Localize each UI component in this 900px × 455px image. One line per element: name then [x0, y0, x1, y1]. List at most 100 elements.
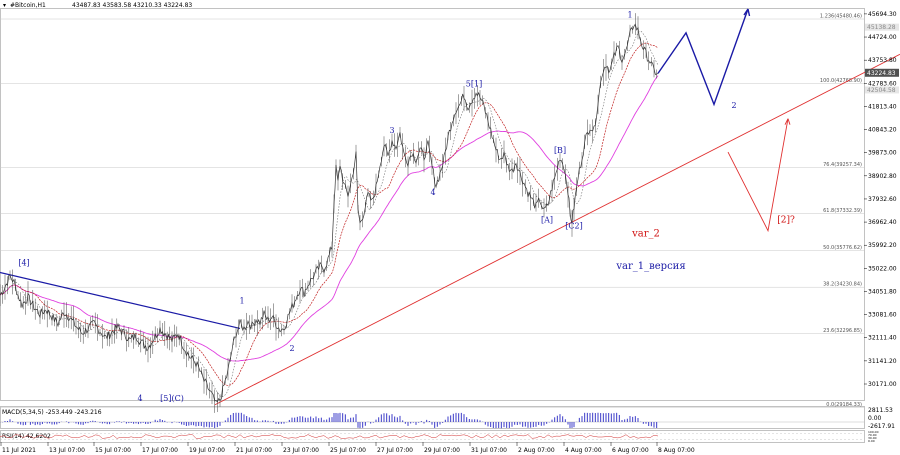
wave-label-blue: 5[1]: [466, 79, 482, 88]
price-line: [0, 23, 659, 403]
ma-mid-line: [0, 42, 659, 386]
wave-label-blue: [5](C): [160, 394, 184, 403]
fib-label: 1.236(45480.46): [820, 14, 862, 20]
wave-label-red: [2]?: [777, 215, 795, 225]
red-support-trendline: [214, 53, 900, 406]
wave-label-blue: 1: [239, 296, 244, 305]
time-tick-label: 2 Aug 07:00: [518, 447, 555, 454]
time-tick-label: 15 Jul 07:00: [95, 447, 131, 454]
time-tick-label: 4 Aug 07:00: [565, 447, 602, 454]
wave-label-blue: 4: [430, 188, 435, 197]
rsi-axis-label: 0.00: [868, 439, 875, 443]
ma-slow-line: [0, 75, 659, 362]
price-axis: 45694.30 44724.00 43753.80 42783.60 41813.40…: [864, 11, 899, 388]
price-tick-label: 45694.30: [868, 11, 897, 18]
wave-label-blue: [C2]: [565, 221, 582, 230]
blue-resistance-trendline: [0, 271, 241, 330]
time-tick-label: 11 Jul 2021: [2, 447, 36, 454]
macd-panel-frame: [0, 406, 865, 429]
rsi-axis-label: 70.00: [868, 433, 877, 437]
price-tick-label: 40843.20: [868, 127, 897, 134]
time-tick-label: 23 Jul 07:00: [283, 447, 319, 454]
macd-axis-label: 2811.53: [868, 407, 893, 414]
price-level-label: 45138.28: [867, 24, 896, 31]
wave-label-blue: 2: [289, 344, 294, 353]
time-tick-label: 19 Jul 07:00: [189, 447, 225, 454]
rsi-axis-label: 100.00: [868, 430, 879, 434]
time-tick-label: 17 Jul 07:00: [142, 447, 178, 454]
price-tick-label: 32111.40: [868, 335, 897, 342]
fib-label: 50.0(35776.62): [823, 245, 862, 251]
time-axis: 11 Jul 2021 13 Jul 07:00 15 Jul 07:00 17 Ju…: [0, 442, 695, 454]
fib-label: 23.6(32296.85): [823, 328, 862, 334]
price-tick-label: 35992.20: [868, 242, 897, 249]
current-price-badge: [865, 68, 899, 77]
wave-projections: [657, 8, 791, 233]
price-tick-label: 41813.40: [868, 103, 897, 110]
macd-panel: MACD(5,34,5) -253.449 -243.216 2811.530.0…: [0, 407, 895, 430]
blue-projection-path: [657, 8, 749, 107]
macd-label: MACD(5,34,5) -253.449 -243.216: [2, 409, 102, 416]
ma-fast-line: [0, 30, 659, 398]
time-tick-label: 13 Jul 07:00: [49, 447, 85, 454]
moving-averages: [0, 30, 659, 398]
price-level-badge: [865, 86, 899, 94]
fib-label: 100.0(42768.90): [820, 78, 862, 84]
blue-projection-arrowhead: [743, 8, 751, 17]
price-tick-label: 33081.60: [868, 312, 897, 319]
time-tick-label: 29 Jul 07:00: [424, 447, 460, 454]
rsi-axis-label: 30.00: [868, 436, 877, 440]
fib-label: 61.8(37332.39): [823, 208, 862, 214]
price-level-badge: [865, 23, 899, 31]
macd-axis-label: -2617.91: [868, 423, 895, 430]
fib-label: 0.0(29184.33): [826, 402, 862, 408]
main-panel-frame: [0, 8, 865, 401]
trendlines: [0, 53, 900, 406]
scenario-label: var_2: [631, 229, 660, 240]
macd-axis-label: 0.00: [868, 415, 882, 422]
time-tick-label: 25 Jul 07:00: [330, 447, 366, 454]
wave-label-blue: 1: [627, 10, 632, 19]
scenario-label: var_1_версия: [615, 261, 685, 272]
price-tick-label: 31141.20: [868, 358, 897, 365]
price-series: [0, 13, 659, 413]
wave-label-blue: 4: [137, 394, 142, 403]
rsi-label: RSI(14) 42.6202: [2, 433, 51, 440]
price-tick-label: 44724.00: [868, 34, 897, 41]
wave-label-blue: 3: [389, 126, 394, 135]
header-triangle-icon[interactable]: ▾: [3, 2, 6, 9]
header-ohlc: 43487.83 43583.58 43210.33 43224.83: [72, 2, 192, 9]
red-projection-path: [727, 118, 789, 233]
price-tick-label: 36962.40: [868, 219, 897, 226]
price-tick-label: 39873.00: [868, 150, 897, 157]
header-symbol: #Bitcoin,H1: [10, 2, 46, 9]
time-tick-label: 6 Aug 07:00: [612, 447, 649, 454]
price-tick-label: 34051.80: [868, 288, 897, 295]
time-tick-label: 8 Aug 07:00: [658, 447, 695, 454]
time-tick-label: 27 Jul 07:00: [377, 447, 413, 454]
fib-levels: 1.236(45480.46) 100.0(42768.90) 76.4(39257…: [0, 14, 864, 408]
wave-label-blue: [A]: [541, 215, 553, 224]
time-tick-label: 31 Jul 07:00: [471, 447, 507, 454]
price-tick-label: 43753.80: [868, 57, 897, 64]
price-level-label: 42504.58: [867, 87, 896, 94]
wave-label-blue: [B]: [554, 146, 566, 155]
fib-label: 38.2(34230.84): [823, 282, 862, 288]
price-tick-label: 30171.00: [868, 381, 897, 388]
wave-label-blue: [4]: [18, 258, 29, 267]
chart-header: ▾ #Bitcoin,H1 43487.83 43583.58 43210.33…: [3, 2, 192, 9]
time-tick-label: 21 Jul 07:00: [236, 447, 272, 454]
rsi-line: [0, 434, 659, 439]
wave-labels: [4] 1 2 3 4 5[1] [B] [A] [C2] 1 2 4 [5](C) [2]? var_2v…: [18, 10, 795, 403]
fib-label: 76.4(39257.34): [823, 162, 862, 168]
price-tick-label: 38902.80: [868, 173, 897, 180]
red-projection-arrowhead: [784, 118, 791, 125]
wave-label-blue: 2: [731, 101, 736, 110]
price-tick-label: 35022.00: [868, 265, 897, 272]
price-tick-label: 37932.60: [868, 196, 897, 203]
current-price-label: 43224.83: [867, 70, 896, 77]
price-tick-label: 42783.60: [868, 80, 897, 87]
